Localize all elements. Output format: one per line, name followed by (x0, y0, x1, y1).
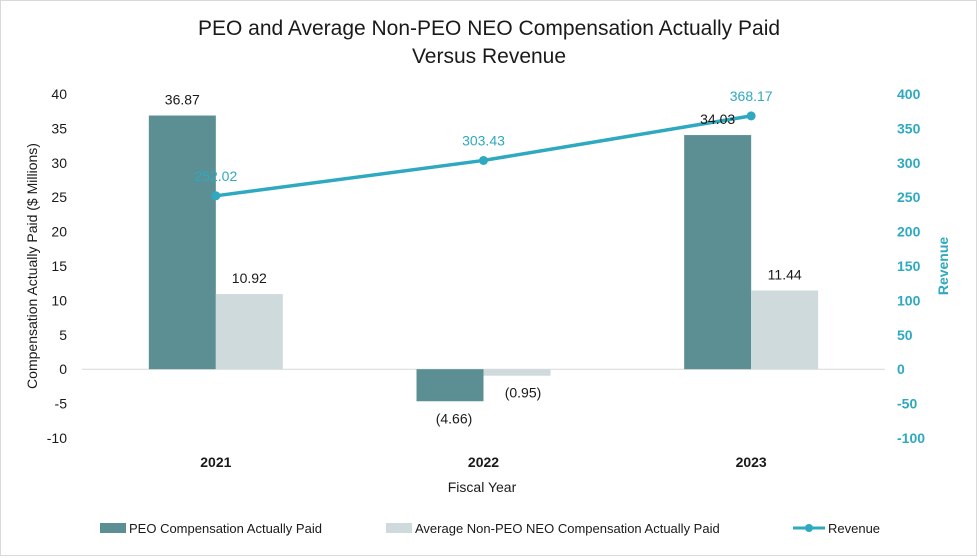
y-axis-label-right: Revenue (935, 237, 951, 296)
y-tick-left: 25 (51, 189, 67, 205)
legend-swatch (100, 523, 126, 533)
bars-group (148, 115, 819, 402)
y-tick-right: 200 (897, 224, 921, 240)
y-axis-label-left: Compensation Actually Paid ($ Millions) (24, 143, 40, 389)
y-tick-left: 0 (59, 361, 67, 377)
bar-non-peo-2023 (751, 290, 819, 370)
data-labels-group: 36.87 (4.66) 34.03 10.92 (0.95) 11.44 252.02 30… (165, 88, 802, 426)
y-tick-left: 5 (59, 327, 67, 343)
bar-data-label: 10.92 (232, 270, 267, 286)
legend-label: PEO Compensation Actually Paid (129, 521, 322, 536)
legend-swatch (386, 523, 412, 533)
bar-non-peo-2022 (483, 369, 551, 376)
y-tick-right: 150 (897, 258, 921, 274)
category-labels: 2021 2022 2023 (200, 454, 767, 470)
x-category-label: 2021 (200, 454, 231, 470)
revenue-data-label: 368.17 (730, 88, 773, 104)
x-category-label: 2022 (468, 454, 499, 470)
y-tick-left: -10 (47, 430, 67, 446)
y-tick-left: 30 (51, 155, 67, 171)
bar-peo-2023 (684, 135, 752, 370)
y-tick-right: 300 (897, 155, 921, 171)
y-tick-right: 50 (897, 327, 913, 343)
y-tick-right: 350 (897, 120, 921, 136)
legend-swatch-marker (805, 524, 813, 532)
y-tick-right: 0 (897, 361, 905, 377)
revenue-point-2023 (746, 111, 756, 121)
y-tick-right: -100 (897, 430, 925, 446)
y-tick-right: 100 (897, 292, 921, 308)
legend-label: Average Non-PEO NEO Compensation Actuall… (415, 521, 720, 536)
revenue-point-2022 (479, 155, 488, 165)
left-axis-ticks: -10 -5 0 5 10 15 20 25 30 35 40 (47, 86, 67, 446)
bar-peo-2022 (416, 369, 484, 402)
y-tick-left: 20 (51, 224, 67, 240)
y-tick-right: 250 (897, 189, 921, 205)
revenue-line-group (211, 111, 756, 201)
y-tick-right: -50 (897, 396, 917, 412)
bar-data-label: (4.66) (436, 410, 473, 426)
bar-peo-2021 (148, 115, 216, 370)
chart-title-line-2: Versus Revenue (412, 45, 566, 68)
y-tick-right: 400 (897, 86, 921, 102)
revenue-line (215, 114, 752, 198)
chart-title-line-1: PEO and Average Non-PEO NEO Compensation… (198, 17, 780, 40)
x-category-label: 2023 (736, 454, 767, 470)
revenue-point-2021 (211, 191, 221, 201)
legend: PEO Compensation Actually Paid Average No… (100, 521, 880, 536)
revenue-data-label: 303.43 (462, 132, 505, 148)
bar-data-label: 34.03 (700, 111, 735, 127)
bar-data-label: 11.44 (768, 266, 802, 282)
right-axis-ticks: -100 -50 0 50 100 150 200 250 300 350 400 (897, 86, 925, 446)
bar-data-label: 36.87 (165, 92, 200, 108)
legend-label: Revenue (828, 521, 880, 536)
y-tick-left: -5 (55, 396, 68, 412)
y-tick-left: 15 (51, 258, 67, 274)
bar-data-label: (0.95) (505, 385, 542, 401)
x-axis-label: Fiscal Year (448, 479, 517, 495)
y-tick-left: 35 (51, 120, 67, 136)
bar-non-peo-2021 (215, 294, 283, 370)
y-tick-left: 40 (51, 86, 67, 102)
revenue-data-label: 252.02 (194, 168, 237, 184)
chart-title: PEO and Average Non-PEO NEO Compensation… (198, 17, 780, 68)
y-tick-left: 10 (51, 292, 67, 308)
